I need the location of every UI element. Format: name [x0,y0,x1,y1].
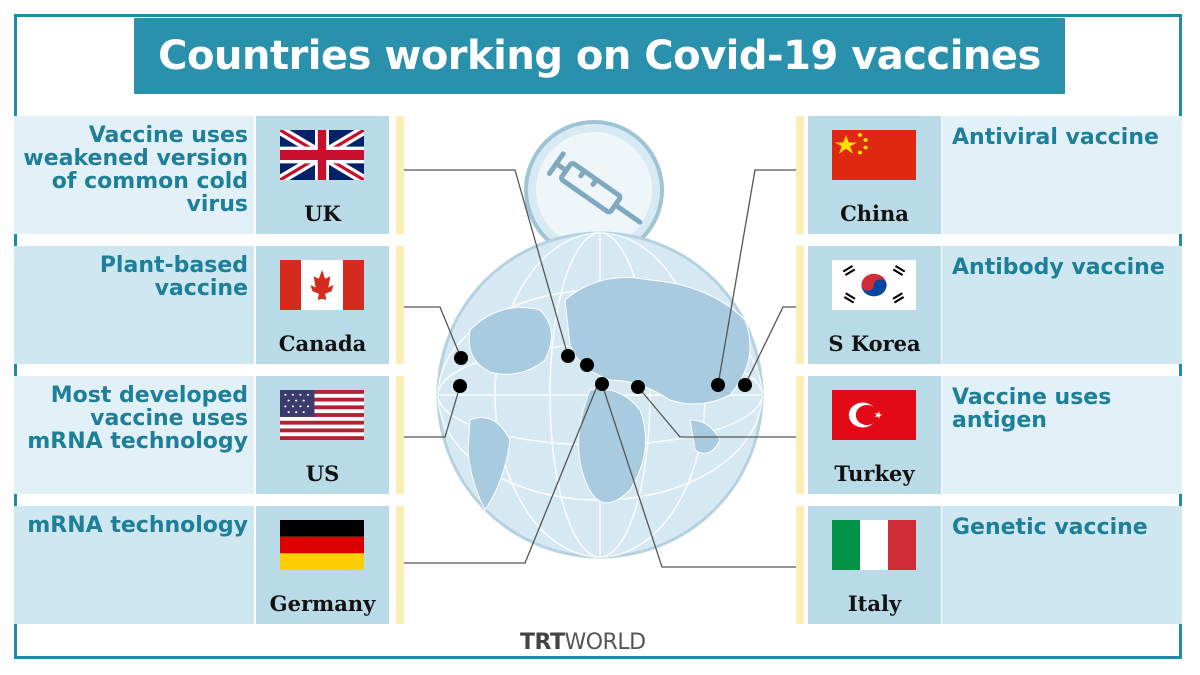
flag-cell: S Korea [808,246,941,364]
divider [796,116,804,234]
divider [796,506,804,624]
left-row-us: Most developed vaccine uses mRNA technol… [14,376,410,494]
right-row-china: China Antiviral vaccine [796,116,1182,234]
row-description: mRNA technology [14,506,254,624]
logo-world: WORLD [564,630,646,655]
flag-cell: US [256,376,389,494]
country-name: S Korea [828,331,921,356]
syringe-icon [524,120,664,260]
country-name: Canada [278,331,367,356]
canada-flag-icon [280,260,364,310]
country-name: UK [304,201,341,226]
divider [396,116,404,234]
row-description: Most developed vaccine uses mRNA technol… [14,376,254,494]
flag-cell: Turkey [808,376,941,494]
row-description: Antiviral vaccine [942,116,1182,234]
country-name: US [305,461,340,486]
row-description: Plant-based vaccine [14,246,254,364]
flag-cell: Canada [256,246,389,364]
turkey-flag-icon [832,390,916,440]
us-flag-icon [280,390,364,440]
row-description: Genetic vaccine [942,506,1182,624]
divider [796,246,804,364]
row-description: Vaccine uses weakened version of common … [14,116,254,234]
divider [796,376,804,494]
left-row-germany: mRNA technology Germany [14,506,410,624]
globe [436,231,764,559]
logo-trt: TRT [520,630,565,655]
italy-flag-icon [832,520,916,570]
left-row-canada: Plant-based vaccine Canada [14,246,410,364]
left-row-uk: Vaccine uses weakened version of common … [14,116,410,234]
page-title: Countries working on Covid-19 vaccines [134,18,1065,94]
right-row-skorea: S Korea Antibody vaccine [796,246,1182,364]
china-flag-icon [832,130,916,180]
country-name: China [840,201,909,226]
flag-cell: China [808,116,941,234]
right-row-italy: Italy Genetic vaccine [796,506,1182,624]
flag-cell: UK [256,116,389,234]
trt-world-logo: TRTWORLD [520,630,646,655]
country-name: Germany [269,591,376,616]
divider [396,246,404,364]
flag-cell: Germany [256,506,389,624]
row-description: Antibody vaccine [942,246,1182,364]
divider [396,376,404,494]
flag-cell: Italy [808,506,941,624]
country-name: Turkey [834,461,915,486]
row-description: Vaccine uses antigen [942,376,1182,494]
right-row-turkey: Turkey Vaccine uses antigen [796,376,1182,494]
country-name: Italy [847,591,902,616]
uk-flag-icon [280,130,364,180]
south-korea-flag-icon [832,260,916,310]
germany-flag-icon [280,520,364,570]
divider [396,506,404,624]
